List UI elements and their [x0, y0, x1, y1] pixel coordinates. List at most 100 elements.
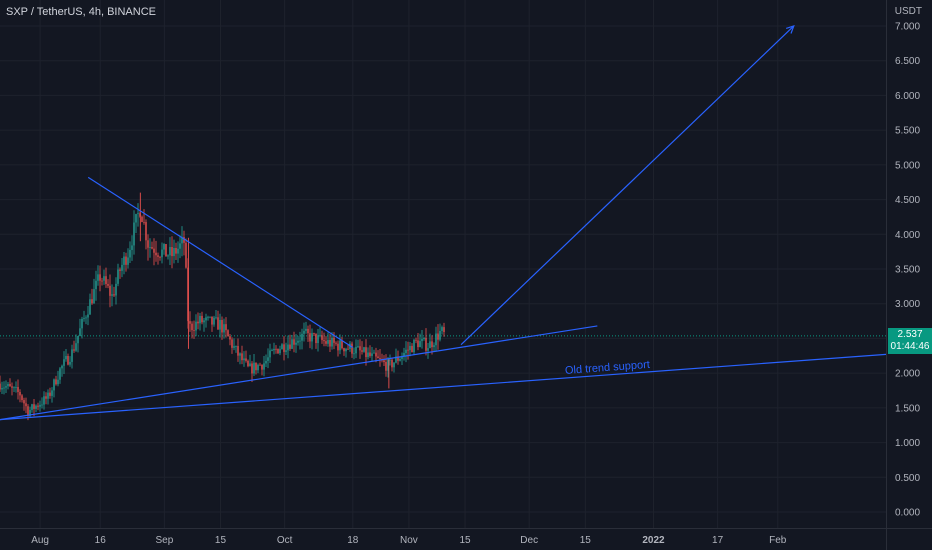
- candle: [329, 333, 331, 352]
- symbol-title[interactable]: SXP / TetherUS, 4h, BINANCE: [6, 6, 156, 18]
- time-tick-label: 15: [459, 535, 471, 546]
- candle: [265, 354, 267, 367]
- candle: [273, 342, 275, 355]
- candle: [421, 329, 423, 349]
- candle: [203, 317, 205, 332]
- candle: [135, 213, 137, 233]
- candle: [441, 325, 443, 335]
- old-trend-support[interactable]: [0, 353, 887, 421]
- candle: [335, 341, 337, 346]
- candle: [287, 335, 289, 359]
- candle: [53, 378, 55, 398]
- candle: [47, 389, 49, 405]
- candle: [363, 346, 365, 353]
- candle: [427, 342, 429, 359]
- candle: [303, 322, 305, 342]
- candle: [235, 345, 237, 353]
- candle: [205, 313, 207, 328]
- time-tick-label: 15: [580, 535, 592, 546]
- time-axis: Aug 16 Sep 15 Oct 18 Nov 15 Dec 15 2022 17 Feb: [31, 535, 787, 546]
- bar-countdown: 01:44:46: [890, 341, 930, 352]
- candle: [185, 238, 187, 269]
- price-tick-label: 5.500: [895, 126, 920, 137]
- old-trend-support-label: Old trend support: [565, 359, 651, 377]
- candle: [413, 338, 415, 355]
- candle: [223, 318, 225, 339]
- price-tick-label: 6.000: [895, 91, 920, 102]
- candle: [127, 248, 129, 269]
- candle: [311, 328, 313, 350]
- candle: [123, 251, 125, 275]
- candle: [69, 356, 71, 367]
- candle: [19, 389, 21, 403]
- candle: [315, 333, 317, 349]
- candle: [219, 313, 221, 338]
- candle: [415, 337, 417, 344]
- candle: [283, 336, 285, 361]
- candle: [405, 341, 407, 363]
- ascending-trendline[interactable]: [0, 325, 598, 421]
- candle: [201, 311, 203, 325]
- candle: [275, 345, 277, 354]
- candle: [79, 318, 81, 337]
- candle: [189, 311, 191, 332]
- candle: [305, 321, 307, 334]
- price-tick-label: 0.000: [895, 508, 920, 519]
- candle: [71, 344, 73, 369]
- candle: [73, 340, 75, 353]
- candle: [293, 331, 295, 353]
- candle: [197, 312, 199, 330]
- candle: [83, 310, 85, 322]
- candle: [169, 237, 171, 266]
- candle: [365, 339, 367, 366]
- candle: [259, 362, 261, 366]
- candle: [337, 340, 339, 357]
- descending-trendline[interactable]: [87, 176, 354, 348]
- candle: [211, 316, 213, 332]
- candle: [181, 226, 183, 257]
- price-tick-label: 0.500: [895, 473, 920, 484]
- candle: [381, 353, 383, 363]
- candle: [7, 382, 9, 390]
- candle: [225, 317, 227, 338]
- candle: [129, 241, 131, 264]
- candle: [411, 343, 413, 353]
- time-tick-label: 18: [347, 535, 359, 546]
- candle: [149, 238, 151, 258]
- time-tick-label: Feb: [769, 535, 787, 546]
- candle: [89, 293, 91, 315]
- candle: [11, 382, 13, 396]
- price-tick-label: 3.500: [895, 264, 920, 275]
- candle: [137, 203, 139, 227]
- candle: [419, 333, 421, 348]
- candle: [155, 240, 157, 262]
- target-arrow[interactable]: [460, 25, 795, 346]
- candle: [33, 399, 35, 417]
- candle: [213, 315, 215, 327]
- candle: [317, 329, 319, 352]
- candle: [371, 346, 373, 362]
- candle: [25, 397, 27, 414]
- candle: [99, 265, 101, 292]
- candle: [183, 230, 185, 256]
- price-tick-label: 7.000: [895, 21, 920, 32]
- candle: [175, 242, 177, 260]
- candle: [173, 239, 175, 264]
- candle: [291, 335, 293, 350]
- candle: [395, 348, 397, 364]
- candle: [435, 326, 437, 352]
- time-tick-label: Dec: [520, 535, 538, 546]
- candle: [165, 243, 167, 257]
- candle: [437, 324, 439, 350]
- price-tick-label: 6.500: [895, 56, 920, 67]
- candle: [307, 325, 309, 342]
- candle: [95, 270, 97, 301]
- candle: [67, 353, 69, 366]
- candle: [331, 332, 333, 350]
- candle: [257, 363, 259, 374]
- candle: [355, 339, 357, 359]
- candle: [385, 354, 387, 377]
- candle: [261, 364, 263, 376]
